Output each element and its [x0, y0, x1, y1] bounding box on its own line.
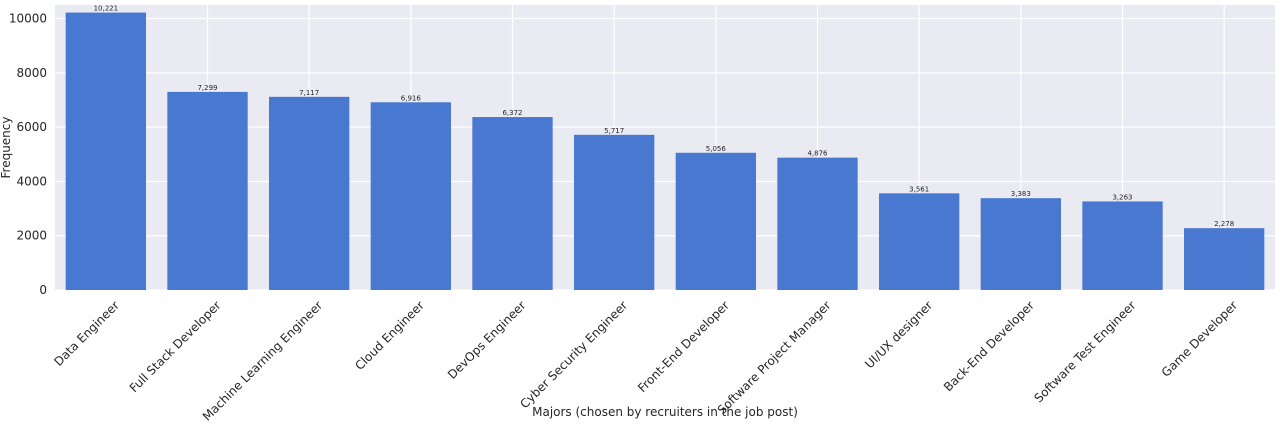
bar: [777, 157, 858, 290]
bars: [65, 12, 1265, 291]
y-tick-label: 0: [39, 283, 47, 297]
x-tick-label: Data Engineer: [51, 298, 122, 369]
y-tick-label: 10000: [9, 12, 47, 26]
x-tick-label: Full Stack Developer: [127, 298, 224, 395]
bar: [167, 91, 248, 291]
x-tick-label: DevOps Engineer: [445, 298, 529, 382]
bar: [574, 134, 655, 290]
x-tick-label: Cloud Engineer: [352, 298, 427, 373]
y-tick-label: 6000: [16, 120, 47, 134]
y-axis: 0 2000 4000 6000 8000 10000: [9, 12, 47, 297]
bar-value-label: 7,117: [299, 89, 319, 97]
x-tick-label: Software Test Engineer: [1031, 298, 1138, 405]
bar-value-label: 5,056: [706, 145, 727, 153]
bar-value-label: 3,561: [909, 185, 929, 193]
bar-value-label: 4,876: [807, 150, 828, 158]
y-axis-label: Frequency: [0, 117, 13, 179]
y-tick-label: 2000: [16, 229, 47, 243]
bar: [472, 117, 553, 290]
x-tick-label: Front-End Developer: [635, 298, 732, 395]
x-tick-label: Machine Learning Engineer: [200, 298, 325, 423]
bar: [65, 12, 146, 291]
bar: [370, 102, 451, 290]
bar: [675, 152, 756, 290]
data-labels: 10,221 7,299 7,117 6,916 6,372 5,717 5,056 4,87…: [94, 5, 1235, 229]
bar: [1082, 201, 1163, 290]
y-tick-label: 4000: [16, 174, 47, 188]
bar-value-label: 2,278: [1214, 220, 1234, 228]
x-axis-label: Majors (chosen by recruiters in the job …: [532, 405, 798, 419]
bar-value-label: 6,372: [502, 109, 522, 117]
bar: [980, 198, 1061, 290]
x-tick-label: Back-End Developer: [941, 298, 1037, 394]
bar-value-label: 6,916: [401, 94, 422, 102]
plot-background: [55, 5, 1275, 290]
y-tick-label: 8000: [16, 66, 47, 80]
x-tick-label: Software Project Manager: [715, 298, 834, 417]
bar-value-label: 5,717: [604, 127, 624, 135]
x-tick-label: Cyber Security Engineer: [517, 298, 630, 411]
bar: [879, 193, 960, 290]
bar-value-label: 3,383: [1011, 190, 1031, 198]
bar: [1184, 228, 1265, 290]
bar-value-label: 10,221: [94, 5, 119, 13]
x-tick-label: UI/UX designer: [862, 298, 935, 371]
bar-value-label: 3,263: [1112, 193, 1132, 201]
bar: [269, 96, 350, 291]
bar-value-label: 7,299: [197, 84, 217, 92]
x-tick-label: Game Developer: [1159, 298, 1241, 380]
